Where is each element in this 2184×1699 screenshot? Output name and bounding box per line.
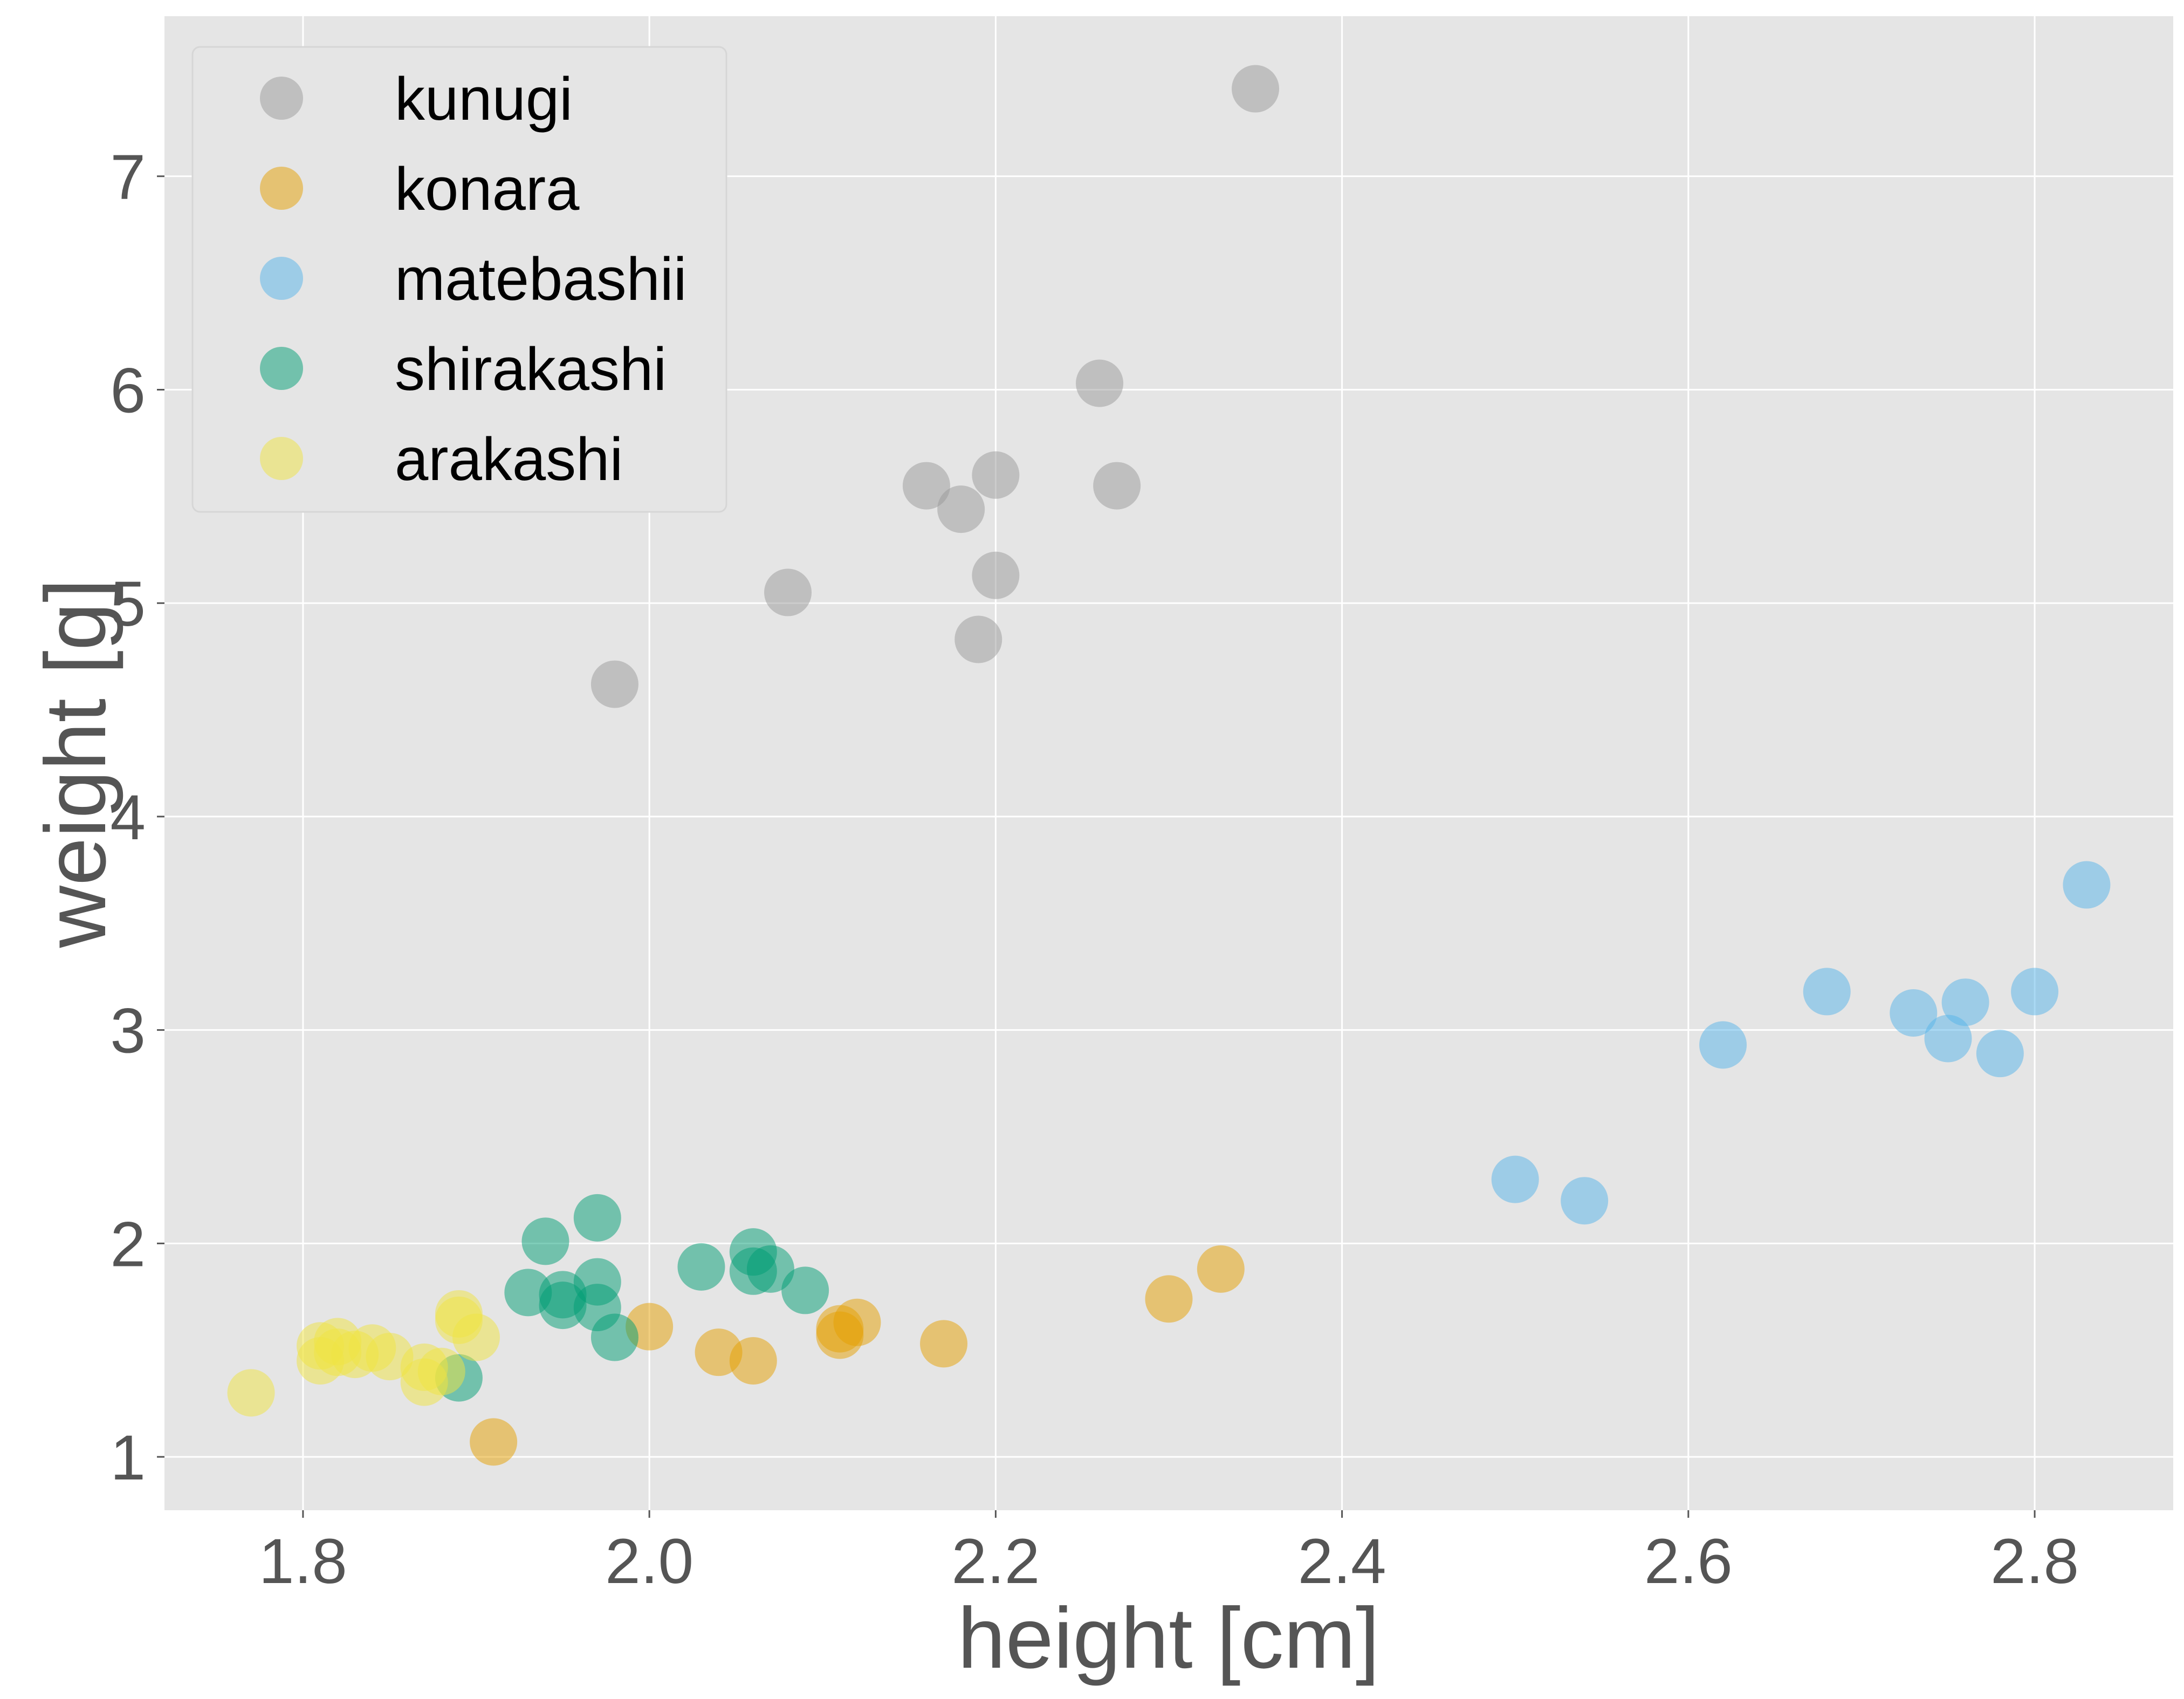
- legend: kunugi konara matebashii shirakashi arakashi: [191, 46, 727, 513]
- x-tick-label: 1.8: [259, 1526, 347, 1597]
- shirakashi-point: [573, 1194, 621, 1242]
- shirakashi-point: [590, 1313, 638, 1361]
- legend-marker-matebashii: [260, 257, 303, 300]
- y-tick-label: 6: [110, 355, 146, 427]
- y-tick-label: 3: [110, 996, 146, 1067]
- kunugi-point: [1093, 462, 1141, 510]
- data-points: [227, 65, 2111, 1466]
- konara-point: [470, 1418, 518, 1466]
- matebashii-point: [1890, 989, 1938, 1037]
- x-tick-label: 2.8: [1990, 1526, 2079, 1597]
- y-tick-label: 2: [110, 1209, 146, 1280]
- shirakashi-point: [781, 1266, 829, 1314]
- kunugi-point: [937, 485, 985, 533]
- shirakashi-point: [677, 1243, 725, 1291]
- kunugi-point: [764, 568, 812, 616]
- legend-label-arakashi: arakashi: [395, 426, 623, 493]
- axis-ticks: 1.8 2.0 2.2 2.4 2.6 2.8 1 2 3 4 5 6 7: [110, 142, 2079, 1597]
- series-shirakashi: [435, 1194, 829, 1402]
- matebashii-point: [2063, 861, 2111, 909]
- matebashii-point: [1941, 978, 1989, 1026]
- x-tick-label: 2.2: [951, 1526, 1040, 1597]
- series-kunugi: [590, 65, 1280, 708]
- matebashii-point: [2011, 968, 2059, 1016]
- legend-marker-shirakashi: [260, 347, 303, 390]
- matebashii-point: [1491, 1155, 1539, 1203]
- y-tick-label: 4: [110, 782, 146, 853]
- kunugi-point: [1232, 65, 1280, 113]
- konara-point: [1145, 1275, 1193, 1323]
- kunugi-point: [902, 462, 950, 510]
- arakashi-point: [400, 1358, 448, 1406]
- legend-label-kunugi: kunugi: [395, 65, 573, 133]
- matebashii-point: [1803, 968, 1851, 1016]
- arakashi-point: [297, 1337, 345, 1385]
- legend-marker-kunugi: [260, 77, 303, 120]
- y-tick-label: 1: [110, 1422, 146, 1494]
- y-axis-label: weight [g]: [27, 579, 123, 949]
- legend-label-konara: konara: [395, 155, 580, 223]
- matebashii-point: [1924, 1015, 1972, 1063]
- matebashii-point: [1976, 1030, 2024, 1078]
- arakashi-point: [227, 1369, 275, 1417]
- x-tick-label: 2.4: [1298, 1526, 1386, 1597]
- series-matebashii: [1491, 861, 2111, 1225]
- x-tick-label: 2.0: [605, 1526, 693, 1597]
- kunugi-point: [954, 615, 1002, 663]
- shirakashi-point: [539, 1282, 587, 1330]
- legend-label-matebashii: matebashii: [395, 245, 687, 313]
- x-tick-label: 2.6: [1644, 1526, 1733, 1597]
- kunugi-point: [972, 551, 1020, 599]
- konara-point: [920, 1320, 968, 1368]
- series-arakashi: [227, 1290, 500, 1417]
- matebashii-point: [1699, 1021, 1747, 1069]
- konara-point: [1197, 1245, 1245, 1293]
- legend-marker-konara: [260, 167, 303, 210]
- y-tick-label: 7: [110, 142, 146, 213]
- y-tick-label: 5: [110, 568, 146, 640]
- kunugi-point: [590, 660, 638, 708]
- legend-marker-arakashi: [260, 437, 303, 480]
- konara-point: [729, 1337, 777, 1385]
- kunugi-point: [1076, 359, 1124, 407]
- legend-box: [191, 46, 727, 513]
- matebashii-point: [1561, 1177, 1609, 1225]
- series-konara: [470, 1245, 1245, 1466]
- shirakashi-point: [729, 1247, 777, 1295]
- arakashi-point: [452, 1313, 500, 1361]
- shirakashi-point: [521, 1217, 569, 1265]
- konara-point: [816, 1311, 864, 1359]
- legend-label-shirakashi: shirakashi: [395, 335, 667, 403]
- kunugi-point: [972, 451, 1020, 499]
- x-axis-label: height [cm]: [958, 1590, 1380, 1686]
